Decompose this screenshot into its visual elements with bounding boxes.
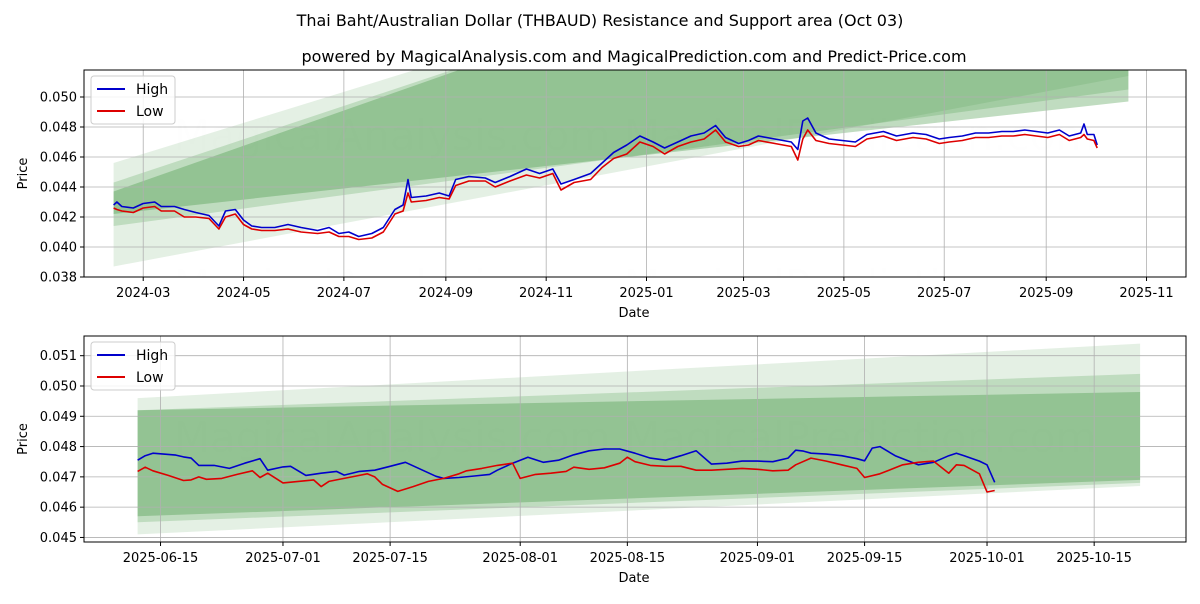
watermark: MagicalAnalysis.com MagicalPrediction.co… bbox=[174, 413, 1097, 462]
y-tick-label: 0.050 bbox=[40, 379, 77, 394]
y-tick-label: 0.047 bbox=[40, 470, 77, 485]
band-inner bbox=[113, 70, 1129, 214]
x-axis-label: Date bbox=[618, 306, 649, 321]
x-tick-label: 2025-09-01 bbox=[720, 551, 796, 566]
y-tick-label: 0.042 bbox=[40, 211, 77, 226]
x-tick-label: 2025-09 bbox=[1019, 286, 1073, 301]
series-low-line bbox=[113, 129, 1098, 241]
x-tick-label: 2025-07 bbox=[917, 286, 971, 301]
panel-recent-range: MagicalAnalysis.com MagicalPrediction.co… bbox=[16, 335, 1187, 586]
y-axis-label: Price bbox=[16, 158, 31, 190]
x-tick-label: 2025-11 bbox=[1119, 286, 1173, 301]
axes-frame bbox=[83, 69, 1187, 278]
x-tick-label: 2024-05 bbox=[216, 286, 270, 301]
x-tick-label: 2025-08-15 bbox=[590, 551, 666, 566]
series-high-line bbox=[137, 445, 996, 483]
series-low-line bbox=[137, 456, 995, 493]
x-tick-label: 2025-10-01 bbox=[949, 551, 1025, 566]
x-tick-label: 2024-09 bbox=[419, 286, 473, 301]
y-tick-label: 0.050 bbox=[40, 91, 77, 106]
x-tick-label: 2025-01 bbox=[619, 286, 673, 301]
x-axis-label: Date bbox=[618, 571, 649, 586]
y-tick-label: 0.046 bbox=[40, 151, 77, 166]
x-tick-label: 2025-05 bbox=[817, 286, 871, 301]
axes-frame bbox=[83, 335, 1187, 543]
y-tick-label: 0.049 bbox=[40, 410, 77, 425]
chart-title: Thai Baht/Australian Dollar (THBAUD) Res… bbox=[296, 11, 904, 30]
x-tick-label: 2025-06-15 bbox=[123, 551, 199, 566]
y-tick-label: 0.040 bbox=[40, 241, 77, 256]
y-tick-label: 0.048 bbox=[40, 440, 77, 455]
y-tick-label: 0.045 bbox=[40, 531, 77, 546]
watermark: MagicalAnalysis.com MagicalPrediction.co… bbox=[174, 111, 1097, 160]
x-tick-label: 2025-03 bbox=[716, 286, 770, 301]
panel-full-range: MagicalAnalysis.com MagicalPrediction.co… bbox=[16, 69, 1187, 321]
x-tick-label: 2024-07 bbox=[317, 286, 371, 301]
legend-label-high: High bbox=[136, 348, 168, 364]
y-tick-label: 0.051 bbox=[40, 349, 77, 364]
legend: High Low bbox=[90, 75, 176, 125]
band-middle bbox=[137, 373, 1141, 523]
plot-area: MagicalAnalysis.com MagicalPrediction.co… bbox=[84, 70, 1186, 277]
x-tick-label: 2025-08-01 bbox=[482, 551, 558, 566]
x-tick-label: 2025-10-15 bbox=[1056, 551, 1132, 566]
x-tick-label: 2025-07-15 bbox=[352, 551, 428, 566]
y-axis-label: Price bbox=[16, 423, 31, 455]
plot-area: MagicalAnalysis.com MagicalPrediction.co… bbox=[84, 336, 1186, 542]
y-tick-label: 0.046 bbox=[40, 501, 77, 516]
legend-label-low: Low bbox=[136, 104, 164, 120]
y-tick-label: 0.044 bbox=[40, 181, 77, 196]
legend-label-low: Low bbox=[136, 370, 164, 386]
x-tick-label: 2025-09-15 bbox=[827, 551, 903, 566]
x-tick-label: 2024-11 bbox=[519, 286, 573, 301]
chart-subtitle: powered by MagicalAnalysis.com and Magic… bbox=[301, 47, 966, 66]
x-tick-label: 2024-03 bbox=[116, 286, 170, 301]
series-high-line bbox=[113, 117, 1098, 238]
legend-label-high: High bbox=[136, 82, 168, 98]
x-tick-label: 2025-07-01 bbox=[245, 551, 321, 566]
y-tick-label: 0.048 bbox=[40, 121, 77, 136]
y-tick-label: 0.038 bbox=[40, 271, 77, 286]
legend: High Low bbox=[90, 341, 176, 391]
